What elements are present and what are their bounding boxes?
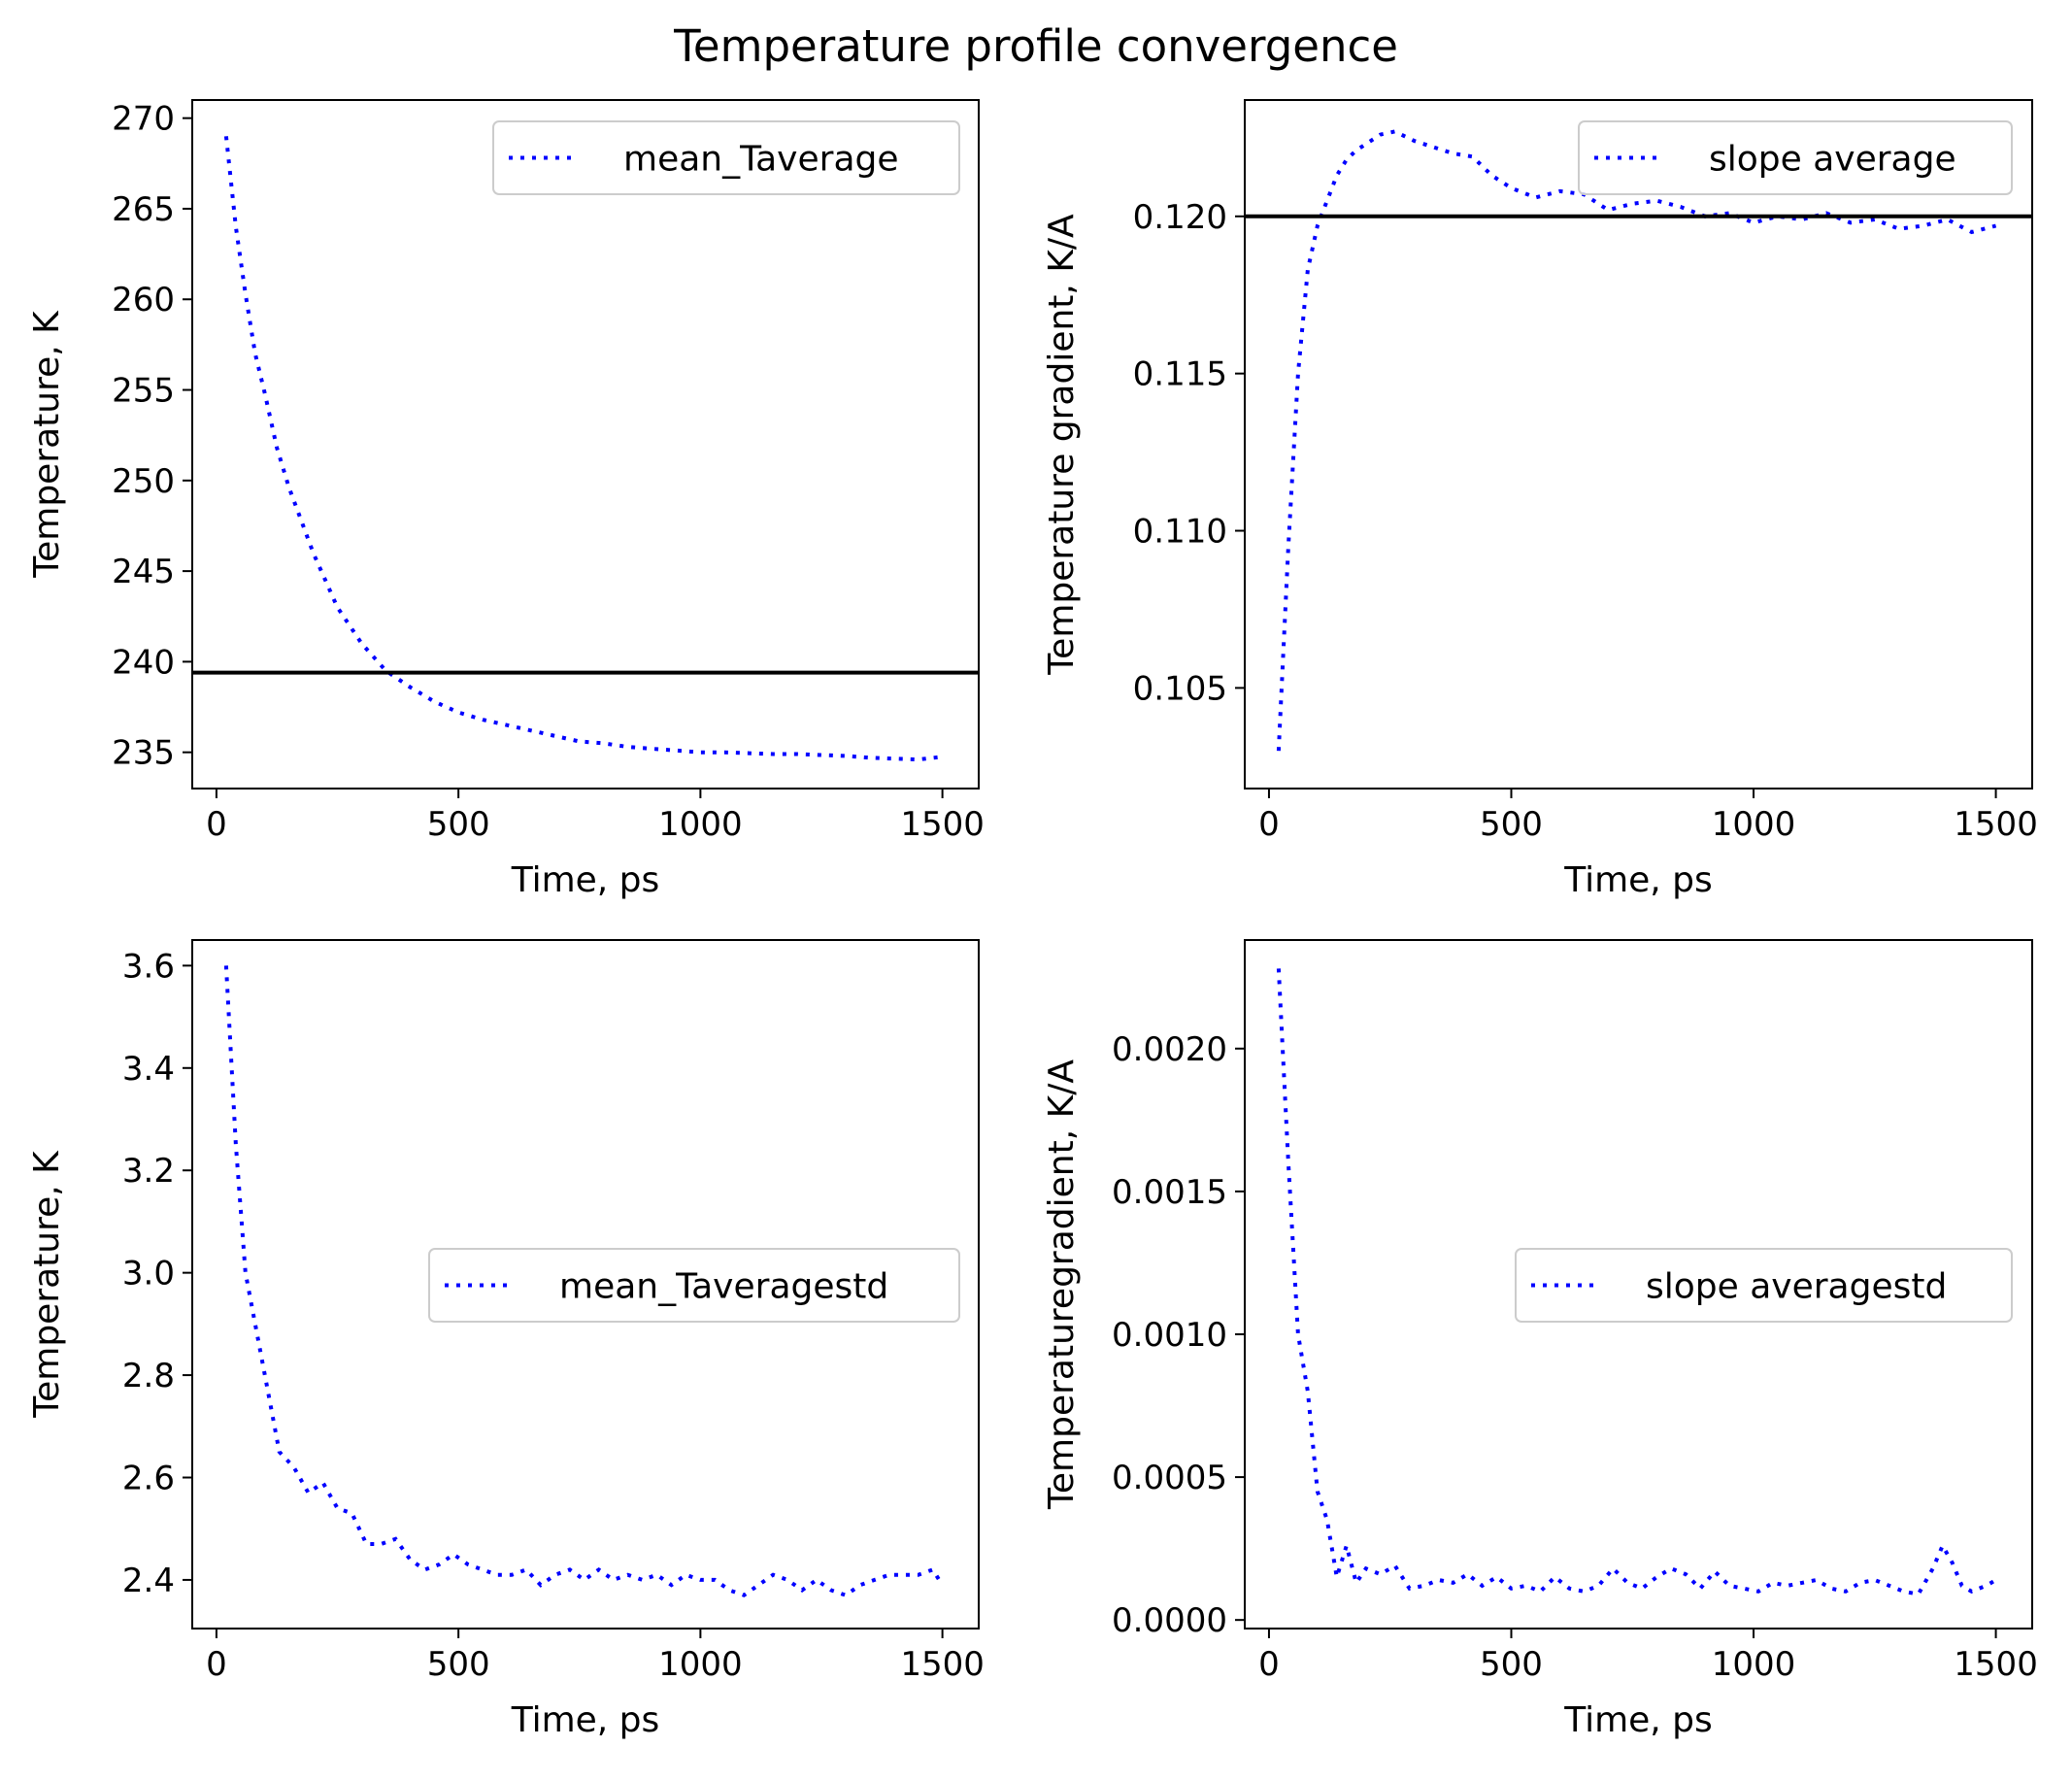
panel-slope-average-std: 0 500 1000 1500 0.0000 0.0005 0.0010 0.0015 0.00… [1042,939,2038,1740]
legend-box [492,120,960,195]
x-tick-label: 500 [1480,1645,1543,1684]
axes-frame [1244,99,2033,790]
y-tick-label: 2.6 [122,1459,175,1497]
y-axis-label: Temperature, K [27,310,67,579]
x-axis-label: Time, ps [1563,1700,1713,1740]
y-axis-label: Temperaturegradient, K/A [1042,1059,1082,1510]
y-tick-label: 0.110 [1133,513,1227,552]
y-tick-label: 2.4 [122,1562,175,1600]
y-tick-label: 265 [112,190,175,229]
y-tick-label: 3.0 [122,1255,175,1294]
series-line [223,965,945,1597]
legend-label: mean_Taverage [623,140,899,180]
y-tick-label: 0.0020 [1112,1030,1227,1069]
x-axis-label: Time, ps [1563,860,1713,900]
legend-box [1578,120,2013,195]
y-tick-label: 250 [112,462,175,501]
y-tick-label: 0.105 [1133,669,1227,708]
x-tick-label: 500 [1480,805,1543,844]
y-axis-label: Temperature gradient, K/A [1042,214,1082,676]
legend: slope average [1578,120,2013,195]
series-line [1276,129,1997,752]
plot-area [1245,129,2032,752]
y-tick-label: 235 [112,734,175,773]
x-tick-label: 0 [1258,1645,1280,1684]
x-tick-label: 1500 [1954,1645,2038,1684]
axes-frame [191,939,980,1630]
panel-slope-average: 0 500 1000 1500 0.105 0.110 0.115 0.120 Time, ps… [1042,99,2038,900]
y-tick-label: 3.4 [122,1050,175,1089]
axes-frame [1244,939,2033,1630]
series-line [223,136,943,762]
x-tick-label: 0 [206,1645,227,1684]
x-tick-label: 1000 [658,1645,743,1684]
x-tick-label: 1000 [658,805,743,844]
series-line [1276,968,1997,1596]
y-tick-label: 3.2 [122,1152,175,1191]
x-tick-label: 1500 [1954,805,2038,844]
y-tick-label: 0.0000 [1112,1601,1227,1640]
y-tick-label: 2.8 [122,1357,175,1395]
plot-area [192,136,979,762]
panels: 0 500 1000 1500 235 240 245 250 255 260 265 270 Time… [27,99,2038,1740]
x-tick-label: 1000 [1712,1645,1796,1684]
x-tick-label: 1500 [900,1645,985,1684]
y-tick-label: 240 [112,643,175,682]
plot-area [1276,968,1997,1596]
x-axis-label: Time, ps [511,1700,660,1740]
y-tick-label: 0.0010 [1112,1316,1227,1355]
legend: slope averagestd [1515,1248,2013,1323]
legend: mean_Taverage [492,120,960,195]
x-tick-label: 0 [1258,805,1280,844]
legend-box [1515,1248,2013,1323]
y-tick-label: 245 [112,553,175,591]
legend-label: slope average [1709,140,1956,180]
y-tick-label: 260 [112,281,175,319]
y-tick-label: 3.6 [122,947,175,986]
y-tick-label: 0.0005 [1112,1459,1227,1497]
panel-mean-temperature-std: 0 500 1000 1500 2.4 2.6 2.8 3.0 3.2 3.4 3.6 Time, p… [27,939,985,1740]
y-tick-label: 0.115 [1133,355,1227,394]
axes-frame [191,99,980,790]
x-tick-label: 1500 [900,805,985,844]
y-axis-label: Temperature, K [27,1150,67,1419]
plot-area [223,965,945,1597]
x-tick-label: 1000 [1712,805,1796,844]
y-tick-label: 255 [112,372,175,411]
y-tick-label: 0.120 [1133,198,1227,237]
x-tick-label: 500 [427,1645,490,1684]
figure-title: Temperature profile convergence [673,20,1398,72]
legend-label: mean_Taveragestd [559,1267,888,1307]
x-axis-label: Time, ps [511,860,660,900]
y-tick-label: 270 [112,100,175,139]
legend-box [428,1248,960,1323]
x-tick-label: 500 [427,805,490,844]
y-tick-label: 0.0015 [1112,1173,1227,1212]
legend-label: slope averagestd [1646,1267,1947,1307]
panel-mean-temperature: 0 500 1000 1500 235 240 245 250 255 260 265 270 Time… [27,99,985,900]
x-tick-label: 0 [206,805,227,844]
legend: mean_Taveragestd [428,1248,960,1323]
